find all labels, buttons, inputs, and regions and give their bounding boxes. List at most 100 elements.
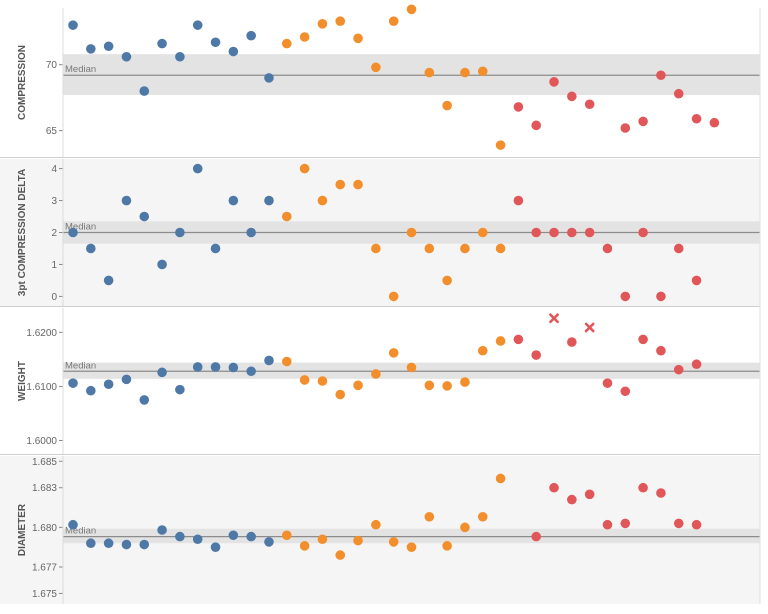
data-point [264,195,274,206]
data-point [246,366,256,377]
median-band [63,54,760,96]
y-tick-label: 4 [51,164,57,175]
data-point [317,376,328,386]
data-point [388,16,399,26]
data-point [264,355,274,366]
data-point [406,227,417,238]
panel-background [0,308,760,454]
data-point [567,227,577,238]
data-point [424,243,435,254]
data-point [264,73,274,83]
data-point [584,227,595,238]
data-point [335,389,346,400]
data-point [602,243,613,254]
data-point [175,227,185,238]
median-label: Median [65,360,96,371]
y-tick-label: 0 [51,292,57,303]
data-point [68,519,78,530]
data-point [495,243,506,254]
data-point [531,350,542,360]
data-point-x [549,313,559,324]
data-point [192,163,203,174]
data-point [281,38,292,49]
data-point [567,494,577,505]
data-point [460,522,470,533]
data-point [299,32,310,42]
data-point [299,541,310,551]
data-point [656,488,666,498]
data-point [139,539,150,550]
y-tick-label: 1.6200 [26,328,57,339]
data-point [157,367,167,378]
data-point [246,531,256,542]
data-point [317,19,328,29]
data-point [424,511,435,522]
data-point [281,356,292,367]
data-point [157,38,167,49]
data-point [228,362,239,373]
y-tick-label: 1.6000 [26,436,57,447]
data-point [139,86,150,96]
data-point [691,359,702,370]
data-point [103,379,114,390]
data-point [442,541,452,551]
data-point [335,16,346,26]
data-point [157,259,167,270]
data-point [192,534,203,545]
data-point [317,195,328,206]
data-point [406,4,417,15]
data-point [371,369,381,379]
data-point [68,378,78,388]
data-point [673,243,684,254]
data-point [388,291,399,302]
data-point [228,530,239,541]
data-point-x-stroke [584,322,595,333]
data-point [281,530,292,541]
data-point [317,534,328,545]
data-point [638,334,648,345]
y-tick-label: 1.680 [32,523,57,534]
y-axis-title: DIAMETER [17,503,28,556]
data-point [620,123,631,133]
data-point [531,120,542,131]
data-point [691,275,702,286]
data-point [86,385,96,396]
data-point [513,334,524,345]
data-point [121,195,132,206]
data-point [477,227,488,238]
data-point [353,380,363,391]
median-label: Median [65,64,96,75]
data-point [495,473,506,484]
data-point [620,518,631,529]
y-tick-label: 1.685 [32,457,57,468]
data-point [460,377,470,387]
data-point [121,374,132,385]
data-point [442,275,452,286]
data-point [139,211,150,222]
data-point [103,41,114,52]
data-point [638,116,648,127]
data-point [68,227,78,238]
data-point [157,525,167,535]
data-point [371,243,381,254]
data-point [424,380,435,391]
y-tick-label: 1.677 [32,563,57,574]
data-point [709,117,720,128]
data-point [638,227,648,238]
panel-1: Median 3pt COMPRESSION DELTA 0 1 2 3 4 [0,159,760,306]
data-point [602,378,613,388]
data-point [210,362,221,372]
data-point [584,99,595,110]
data-point [673,518,684,529]
data-point [175,531,185,542]
data-point-x [584,322,595,333]
y-tick-label: 1.6100 [26,382,57,393]
y-axis-title: WEIGHT [17,361,28,401]
y-tick-label: 70 [46,60,58,71]
data-point [656,291,666,302]
data-point [192,362,203,372]
data-point [246,30,256,41]
data-point [638,482,648,493]
y-tick-label: 2 [51,228,57,239]
